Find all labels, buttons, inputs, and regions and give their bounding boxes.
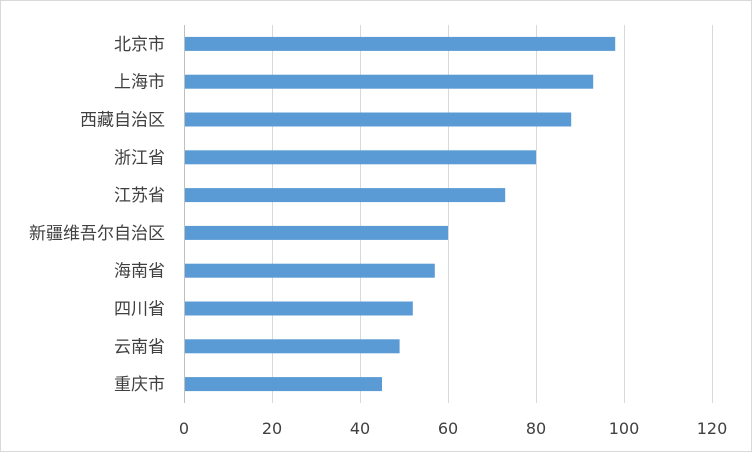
- bar: [185, 74, 594, 89]
- bar: [185, 263, 435, 278]
- category-label: 上海市: [114, 73, 165, 93]
- bars: [185, 36, 616, 392]
- category-label: 江苏省: [114, 186, 165, 206]
- x-tick-label: 0: [179, 419, 189, 438]
- category-label: 重庆市: [114, 375, 165, 395]
- x-tick-label: 20: [262, 419, 282, 438]
- bar: [185, 36, 616, 51]
- bar: [185, 339, 400, 354]
- category-label: 云南省: [114, 337, 165, 357]
- category-label: 西藏自治区: [80, 111, 165, 131]
- category-label: 浙江省: [114, 148, 165, 168]
- bar: [185, 150, 536, 165]
- x-tick-label: 120: [697, 419, 728, 438]
- category-label: 新疆维吾尔自治区: [29, 224, 165, 244]
- x-tick-label: 60: [438, 419, 458, 438]
- category-label: 四川省: [114, 300, 165, 320]
- bar: [185, 225, 448, 240]
- bar: [185, 377, 382, 392]
- category-label: 北京市: [114, 35, 165, 55]
- x-tick-label: 40: [350, 419, 370, 438]
- x-tick-label: 80: [526, 419, 546, 438]
- x-tick-label: 100: [609, 419, 640, 438]
- bar: [185, 112, 572, 127]
- x-tick-labels: 0 20 40 60 80 100 120: [179, 419, 727, 438]
- category-label: 海南省: [114, 262, 165, 282]
- bar: [185, 188, 506, 203]
- bar: [185, 301, 413, 316]
